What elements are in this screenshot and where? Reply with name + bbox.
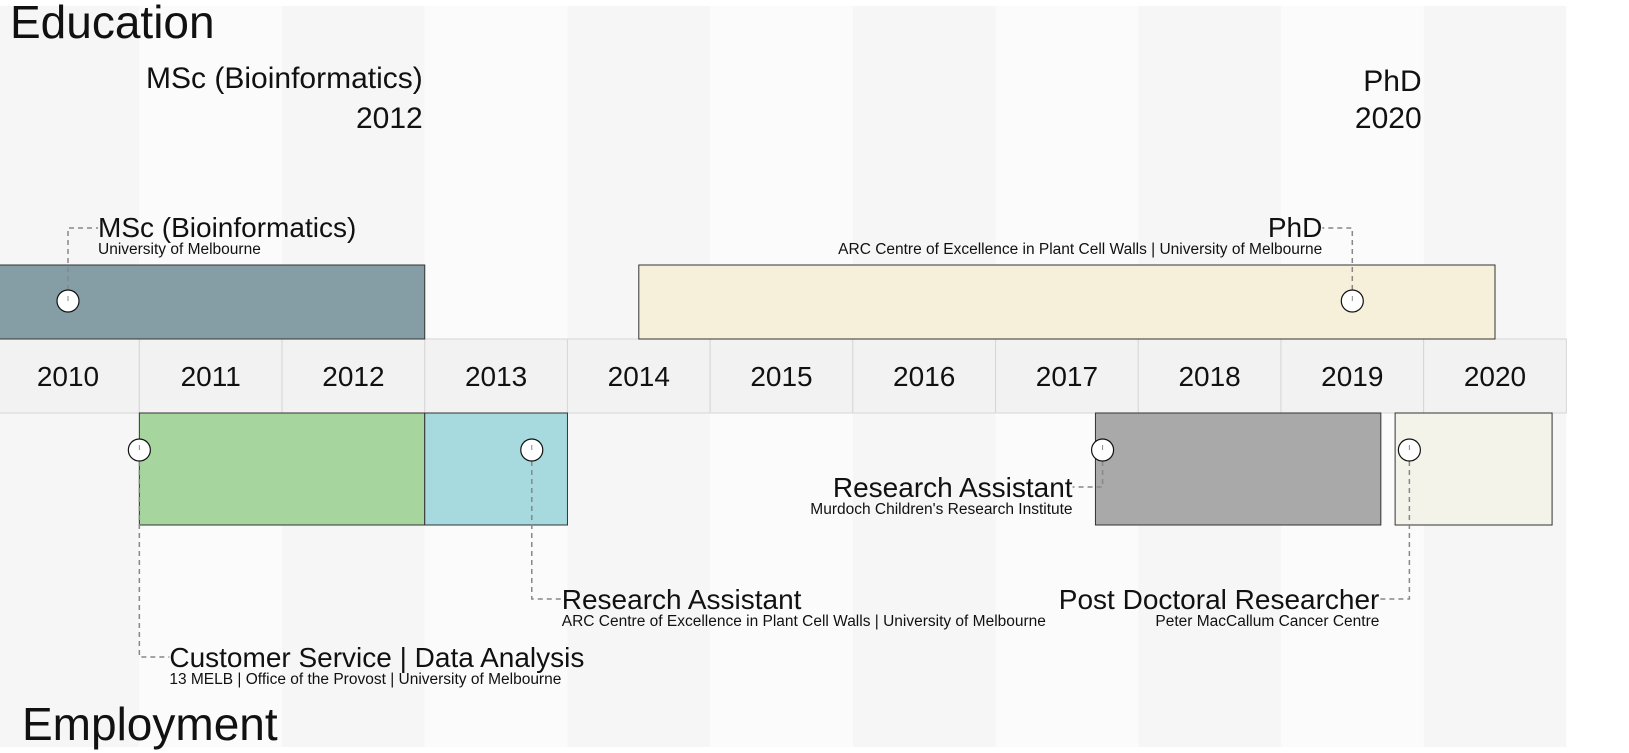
education-item-org: University of Melbourne	[98, 241, 261, 258]
employment-item-title: Post Doctoral Researcher	[1059, 584, 1380, 615]
employment-item-org: ARC Centre of Excellence in Plant Cell W…	[562, 613, 1046, 630]
year-cell	[566, 338, 711, 414]
employment-item-org: Peter MacCallum Cancer Centre	[1155, 613, 1379, 630]
employment-item-title: Customer Service | Data Analysis	[169, 642, 584, 673]
education-leader	[1322, 227, 1354, 290]
year-label: 2015	[750, 361, 812, 392]
employment-bar[interactable]	[1394, 412, 1553, 526]
employment-item-title: Research Assistant	[833, 472, 1073, 503]
education-item-title: PhD	[1268, 212, 1322, 243]
milestone-year: 2020	[1355, 102, 1422, 135]
education-milestones: MSc (Bioinformatics) 2012 PhD 2020	[146, 62, 1422, 135]
employment-leader	[1072, 461, 1104, 488]
employment-leader	[531, 461, 562, 600]
employment-item-org: 13 MELB | Office of the Provost | Univer…	[169, 671, 561, 688]
year-cell	[138, 338, 283, 414]
employment-leader	[138, 461, 170, 658]
year-label: 2020	[1464, 361, 1526, 392]
year-cell	[852, 338, 997, 414]
employment-item-title: Research Assistant	[562, 584, 802, 615]
education-items: MSc (Bioinformatics)University of Melbou…	[0, 212, 1496, 340]
education-item-org: ARC Centre of Excellence in Plant Cell W…	[838, 241, 1322, 258]
year-label: 2010	[37, 361, 99, 392]
employment-bar[interactable]	[424, 412, 568, 526]
year-label: 2018	[1178, 361, 1240, 392]
year-label: 2019	[1321, 361, 1383, 392]
employment-bar[interactable]	[1094, 412, 1382, 526]
year-axis: 2010 2011 2012 2013 2014 2015 2016 2017 2018 2019…	[0, 338, 1567, 414]
year-cell	[424, 338, 568, 414]
milestone-year: 2012	[356, 102, 423, 135]
milestone-label: PhD	[1363, 65, 1421, 98]
education-leader	[67, 227, 98, 290]
year-label: 2017	[1036, 361, 1098, 392]
employment-title: Employment	[22, 698, 278, 750]
employment-bar[interactable]	[138, 412, 426, 526]
education-bar[interactable]	[638, 264, 1496, 340]
year-label: 2011	[181, 361, 241, 392]
year-cell	[995, 338, 1139, 414]
year-label: 2013	[465, 361, 527, 392]
year-cell	[1423, 338, 1567, 414]
year-label: 2016	[893, 361, 955, 392]
education-item-title: MSc (Bioinformatics)	[98, 212, 356, 243]
employment-item-org: Murdoch Children's Research Institute	[810, 501, 1072, 518]
education-title: Education	[10, 0, 215, 48]
milestone-label: MSc (Bioinformatics)	[146, 62, 423, 95]
year-cell	[1280, 338, 1425, 414]
year-label: 2012	[322, 361, 384, 392]
year-label: 2014	[608, 361, 670, 392]
employment-leader	[1379, 461, 1411, 600]
year-cell	[709, 338, 854, 414]
